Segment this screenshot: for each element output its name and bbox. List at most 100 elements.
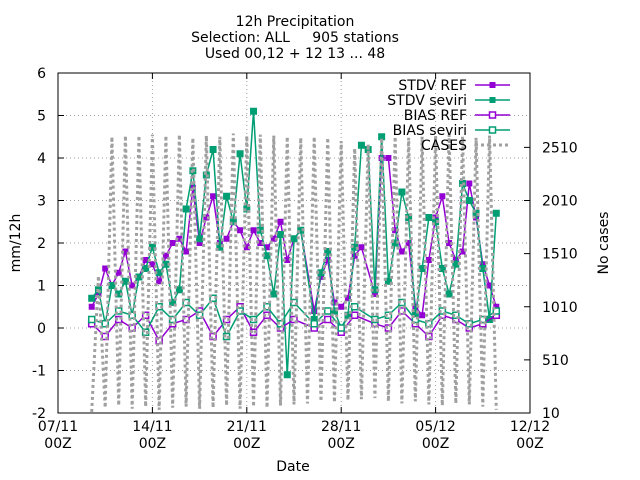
data-point <box>155 337 163 345</box>
y2-tick-label: 510 <box>542 353 569 369</box>
y-tick-label: 4 <box>37 151 46 167</box>
data-point <box>378 133 386 141</box>
data-point <box>331 299 338 306</box>
data-point <box>317 269 325 277</box>
data-point <box>446 240 453 246</box>
data-point <box>344 295 351 302</box>
x-tick-sublabel: 00Z <box>516 436 543 452</box>
data-point <box>479 265 487 272</box>
data-point <box>432 218 440 226</box>
data-point <box>115 269 122 276</box>
legend-marker <box>489 82 496 88</box>
data-point <box>405 240 412 246</box>
data-point <box>445 290 453 298</box>
x-tick-sublabel: 00Z <box>44 436 71 452</box>
data-point <box>95 291 102 297</box>
y2-tick-label: 1010 <box>542 300 578 316</box>
data-point <box>108 282 116 289</box>
data-point <box>196 235 204 243</box>
data-point <box>149 261 156 268</box>
data-point <box>270 235 277 242</box>
data-point <box>87 315 96 324</box>
data-point <box>156 278 163 285</box>
data-point <box>263 252 271 260</box>
data-point <box>290 235 298 243</box>
data-point <box>425 257 432 263</box>
data-point <box>142 265 150 272</box>
data-point <box>351 252 358 259</box>
data-point <box>398 307 406 315</box>
data-point <box>371 291 378 297</box>
data-point <box>182 205 190 213</box>
data-point <box>310 320 318 328</box>
y-tick-label: -2 <box>32 406 46 422</box>
legend-label: BIAS seviri <box>393 123 467 139</box>
data-point <box>391 239 399 247</box>
data-point <box>466 180 473 187</box>
data-point <box>493 303 500 310</box>
y2-tick-label: 2010 <box>542 194 578 210</box>
data-point <box>183 248 190 255</box>
data-point <box>351 243 359 251</box>
tick-labels: -2-1012345610510101015102010251007/1100Z… <box>32 66 578 452</box>
data-point <box>223 235 230 242</box>
title-line-2: Selection: ALL 905 stations <box>191 30 399 46</box>
data-point <box>439 193 446 200</box>
data-point <box>310 316 318 323</box>
y2-axis-label: No cases <box>596 212 612 275</box>
data-point <box>115 290 123 298</box>
data-point <box>283 371 291 379</box>
y-tick-label: 0 <box>37 321 46 337</box>
data-point <box>176 235 183 242</box>
x-tick-sublabel: 00Z <box>233 436 260 452</box>
data-point <box>358 244 365 251</box>
data-point <box>324 248 332 255</box>
data-point <box>425 214 433 221</box>
data-point <box>425 320 433 328</box>
y-tick-label: 1 <box>37 279 46 295</box>
legend-marker <box>488 111 497 119</box>
data-point <box>210 193 217 200</box>
title-line-1: 12h Precipitation <box>236 14 355 30</box>
y2-tick-label: 2510 <box>542 140 578 156</box>
legend-marker <box>489 97 496 103</box>
data-point <box>418 265 426 272</box>
data-point <box>216 243 224 251</box>
data-point <box>121 277 129 285</box>
data-point <box>223 192 231 200</box>
data-point <box>122 248 129 255</box>
y-tick-label: 6 <box>37 66 46 82</box>
data-point <box>277 231 285 238</box>
data-point <box>169 240 176 246</box>
x-axis-label: Date <box>276 459 309 475</box>
data-point <box>492 307 501 315</box>
data-point <box>324 257 331 263</box>
data-point <box>398 188 406 196</box>
data-point <box>350 311 359 319</box>
data-point <box>175 286 183 294</box>
data-point <box>350 303 359 311</box>
legend-label: STDV REF <box>398 78 467 94</box>
y-tick-label: -1 <box>32 364 46 380</box>
y-axis-label: mm/12h <box>8 214 24 273</box>
data-point <box>162 252 169 259</box>
data-point <box>492 209 500 217</box>
data-point <box>419 312 426 319</box>
x-tick-sublabel: 00Z <box>422 436 449 452</box>
data-point <box>323 307 332 315</box>
data-point <box>297 226 305 234</box>
data-point <box>459 248 466 255</box>
data-point <box>128 311 136 319</box>
y-tick-label: 2 <box>37 236 46 252</box>
plot-axes <box>57 72 531 414</box>
cases-line <box>90 133 498 413</box>
data-point <box>385 155 392 161</box>
chart-title: 12h Precipitation Selection: ALL 905 sta… <box>191 14 399 62</box>
plot-series <box>87 107 501 413</box>
data-point <box>384 277 392 285</box>
data-point <box>411 311 419 319</box>
x-tick-label: 07/11 <box>38 419 78 435</box>
y-tick-label: 3 <box>37 194 46 210</box>
